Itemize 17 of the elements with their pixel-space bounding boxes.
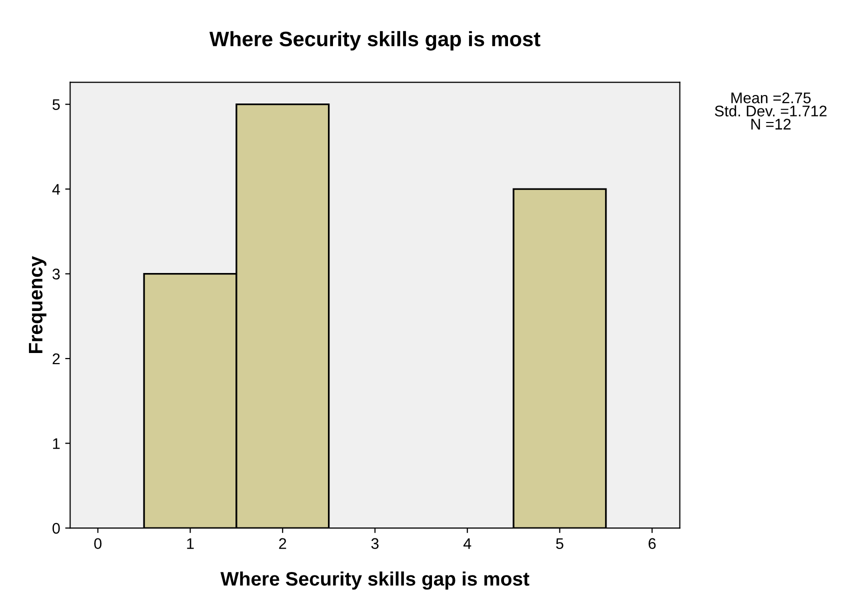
- y-tick-label: 5: [52, 99, 60, 110]
- y-tick-label: 1: [53, 438, 60, 449]
- x-tick-label: 4: [463, 538, 472, 549]
- x-axis-title: Where Security skills gap is most: [220, 571, 530, 590]
- chart-title: Where Security skills gap is most: [209, 31, 540, 51]
- y-tick-label: 4: [52, 184, 60, 195]
- x-tick-label: 0: [94, 538, 102, 549]
- y-axis-title: Frequency: [28, 256, 46, 354]
- y-tick-label: 0: [52, 522, 60, 534]
- text: Mean =2.75 Std. Dev. =1.712 N =12: [714, 92, 827, 130]
- x-tick-label: 5: [556, 538, 564, 549]
- x-tick-label: 3: [371, 538, 379, 549]
- y-tick-label: 3: [52, 268, 60, 280]
- x-tick-label: 1: [187, 538, 194, 549]
- x-tick-label: 2: [279, 538, 286, 549]
- y-tick-label: 2: [52, 353, 60, 364]
- x-tick-label: 6: [648, 538, 656, 549]
